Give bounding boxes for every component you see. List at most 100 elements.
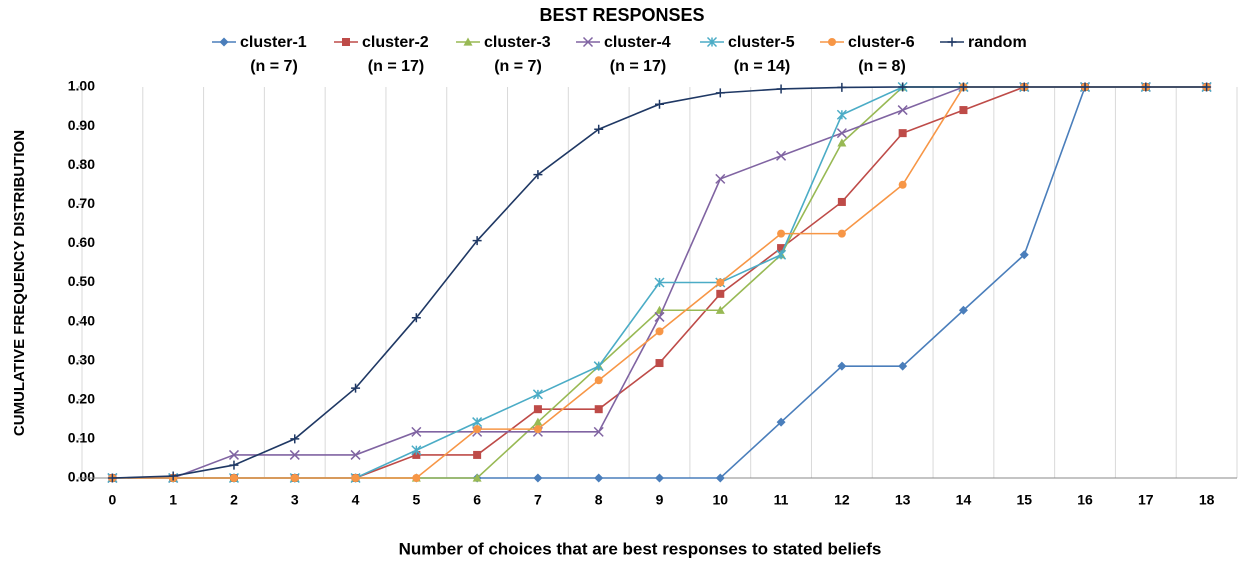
marker [533, 170, 543, 180]
marker [898, 361, 908, 371]
y-axis-title: CUMULATIVE FREQUENCY DISTRIBUTION [11, 130, 28, 436]
marker [837, 82, 847, 92]
marker [463, 37, 473, 46]
marker [655, 327, 664, 336]
legend-label: cluster-3 [484, 34, 551, 51]
marker [228, 449, 240, 460]
marker [836, 109, 847, 120]
marker [532, 389, 543, 400]
marker [342, 38, 350, 46]
x-tick-label: 1 [169, 492, 177, 508]
marker [776, 84, 786, 94]
x-tick-label: 14 [956, 492, 972, 508]
chart-title: BEST RESPONSES [539, 5, 704, 25]
marker [594, 473, 604, 483]
marker [533, 473, 543, 483]
x-tick-label: 8 [595, 492, 603, 508]
y-tick-label: 0.60 [68, 234, 95, 250]
marker [290, 474, 299, 482]
marker [654, 277, 665, 288]
marker [533, 425, 542, 434]
y-tick-label: 1.00 [68, 78, 95, 94]
x-axis-title: Number of choices that are best response… [399, 539, 882, 558]
marker [1080, 82, 1090, 92]
y-tick-label: 0.10 [68, 430, 95, 446]
marker [351, 383, 361, 393]
legend-label: cluster-4 [604, 34, 671, 51]
marker [898, 129, 907, 138]
y-tick-label: 0.90 [68, 117, 95, 133]
marker [898, 180, 907, 189]
x-tick-label: 13 [895, 492, 911, 508]
marker [837, 229, 846, 238]
y-tick-label: 0.20 [68, 391, 95, 407]
legend-item: cluster-5 (n = 14) [700, 34, 795, 75]
x-tick-label: 6 [473, 492, 481, 508]
x-tick-label: 3 [291, 492, 299, 508]
y-tick-label: 0.50 [68, 273, 95, 289]
marker [776, 417, 786, 427]
legend-item: cluster-6 (n = 8) [820, 34, 915, 75]
legend-note: (n = 8) [858, 58, 906, 75]
x-tick-label: 7 [534, 492, 542, 508]
marker [958, 305, 968, 315]
marker [472, 473, 482, 482]
legend-item: random [940, 34, 1027, 51]
marker [411, 445, 422, 456]
marker [655, 99, 664, 109]
marker [777, 229, 786, 238]
marker [594, 124, 604, 134]
marker [1019, 82, 1029, 92]
x-tick-label: 15 [1016, 492, 1032, 508]
x-tick-label: 10 [713, 492, 729, 508]
marker [959, 106, 968, 115]
marker [776, 150, 787, 161]
marker [716, 278, 725, 287]
marker [411, 313, 421, 323]
marker [837, 197, 846, 206]
marker [472, 417, 483, 428]
marker [828, 38, 836, 46]
marker [715, 305, 725, 314]
marker [229, 474, 238, 482]
marker [219, 37, 229, 47]
marker [594, 376, 603, 385]
marker [473, 425, 482, 434]
marker [533, 405, 542, 414]
x-tick-label: 17 [1138, 492, 1154, 508]
legend-label: cluster-1 [240, 34, 307, 51]
marker [1202, 82, 1212, 92]
legend-item: cluster-4 (n = 17) [576, 34, 671, 75]
legend-note: (n = 17) [610, 58, 666, 75]
marker [706, 36, 718, 48]
marker [1141, 82, 1151, 92]
marker [533, 417, 543, 426]
marker [958, 82, 968, 92]
x-tick-label: 2 [230, 492, 238, 508]
marker [168, 471, 178, 481]
marker [290, 434, 300, 444]
legend-note: (n = 17) [368, 58, 424, 75]
marker [582, 36, 594, 48]
marker [473, 450, 482, 459]
y-tick-label: 0.30 [68, 351, 95, 367]
marker [107, 473, 117, 483]
marker [229, 460, 239, 470]
marker [776, 249, 787, 260]
marker [655, 473, 664, 483]
legend-note: (n = 14) [734, 58, 790, 75]
marker [289, 449, 300, 460]
x-tick-label: 16 [1077, 492, 1093, 508]
marker [655, 359, 664, 368]
marker [1019, 250, 1029, 260]
marker [411, 426, 422, 437]
x-tick-label: 5 [412, 492, 420, 508]
marker [716, 289, 725, 298]
x-tick-label: 11 [774, 492, 789, 508]
y-tick-label: 0.00 [68, 469, 95, 485]
legend-label: random [968, 34, 1027, 51]
marker [715, 88, 725, 98]
x-tick-label: 9 [656, 492, 664, 508]
y-tick-label: 0.70 [68, 195, 95, 211]
marker [897, 105, 908, 116]
